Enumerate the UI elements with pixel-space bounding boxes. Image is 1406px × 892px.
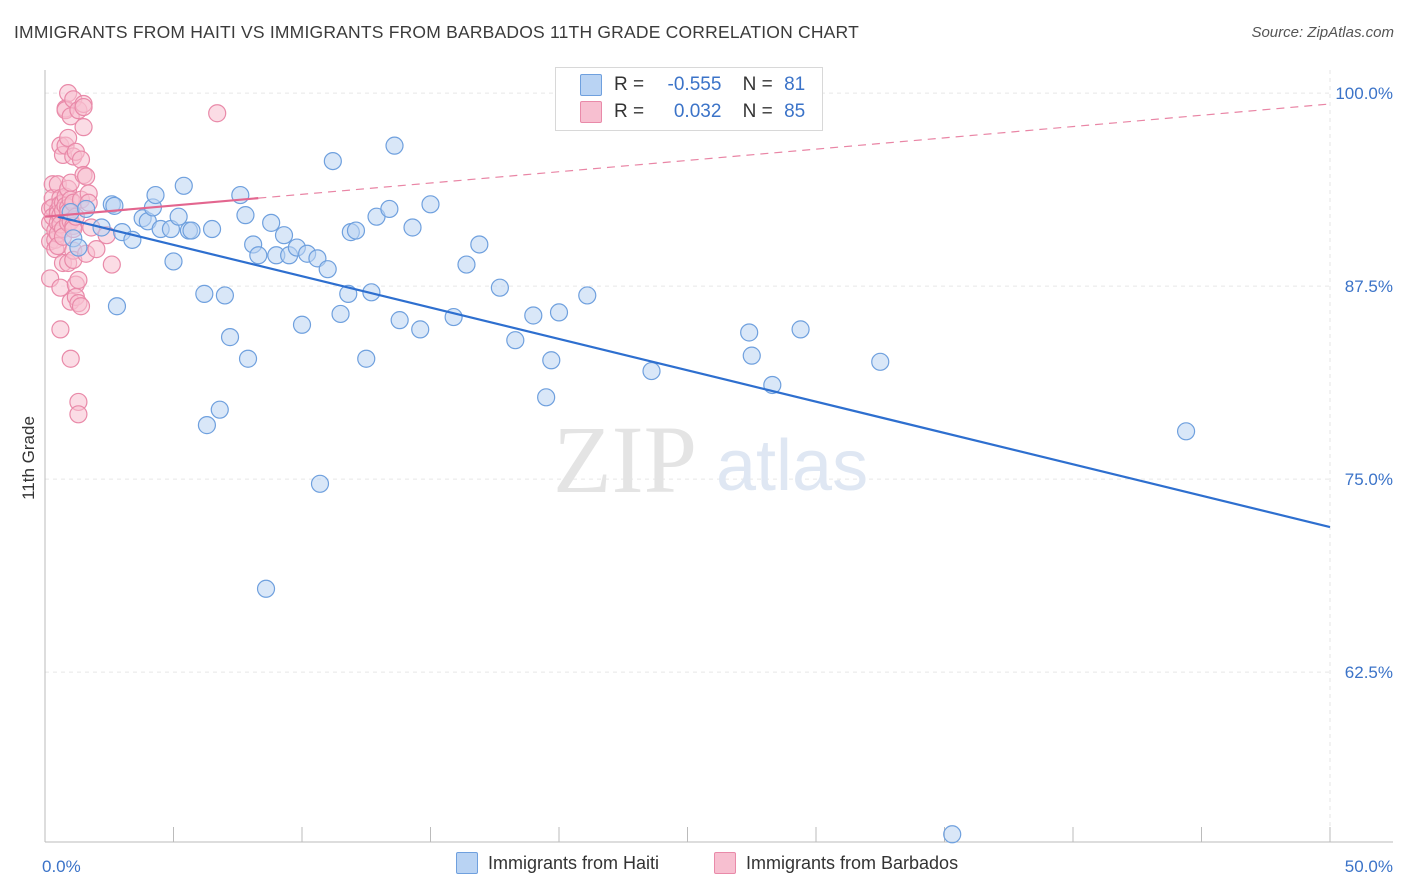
- haiti-point: [506, 331, 525, 350]
- haiti-point: [292, 315, 312, 334]
- haiti-point: [470, 235, 489, 254]
- haiti-r-value: -0.555: [667, 74, 722, 95]
- haiti-point: [537, 388, 556, 407]
- haiti-point: [77, 199, 96, 219]
- haiti-point: [318, 260, 337, 279]
- haiti-point: [403, 218, 422, 237]
- barbados-point: [51, 320, 70, 339]
- haiti-point: [323, 151, 342, 171]
- x-tick-label: 50.0%: [1345, 857, 1393, 876]
- haiti-point: [274, 226, 294, 245]
- haiti-point: [490, 278, 509, 297]
- barbados-r-value: 0.032: [673, 101, 722, 122]
- barbados-point: [71, 150, 91, 169]
- haiti-point: [411, 320, 430, 339]
- haiti-point: [331, 304, 350, 324]
- haiti-point: [169, 207, 188, 226]
- barbados-point: [87, 240, 106, 259]
- barbados-point: [74, 97, 93, 117]
- haiti-point: [69, 238, 88, 257]
- x-tick-label: 0.0%: [42, 857, 81, 876]
- haiti-point: [549, 303, 569, 322]
- haiti-point: [238, 349, 258, 368]
- haiti-point: [578, 286, 597, 305]
- watermark-atlas: atlas: [716, 426, 868, 506]
- haiti-point: [1176, 422, 1196, 441]
- watermark-zip: ZIP: [553, 406, 697, 513]
- barbados-point: [61, 349, 80, 368]
- haiti-point: [195, 284, 214, 303]
- haiti-point: [210, 400, 229, 419]
- haiti-point: [236, 206, 255, 225]
- legend-item-haiti: Immigrants from Haiti: [456, 852, 659, 875]
- haiti-point: [943, 825, 962, 844]
- barbados-series: [41, 84, 227, 424]
- y-tick-label: 62.5%: [1345, 663, 1393, 682]
- haiti-point: [146, 185, 165, 205]
- chart-title: IMMIGRANTS FROM HAITI VS IMMIGRANTS FROM…: [14, 22, 859, 42]
- legend-swatch-haiti: [456, 852, 478, 875]
- stats-legend-barbados: R = 0.032 N = 85: [580, 101, 805, 127]
- watermark: ZIP atlas: [553, 406, 868, 513]
- stats-legend: R = -0.555 N = 81 R = 0.032 N = 85: [555, 67, 823, 131]
- haiti-point: [220, 328, 240, 347]
- haiti-trend-line: [57, 215, 1331, 529]
- y-tick-label: 75.0%: [1345, 470, 1393, 489]
- haiti-point: [310, 474, 330, 493]
- haiti-point: [871, 352, 890, 371]
- source-label: Source: ZipAtlas.com: [1251, 24, 1394, 41]
- haiti-point: [215, 286, 234, 305]
- trend-lines: [44, 103, 1331, 529]
- haiti-point: [542, 351, 561, 370]
- haiti-point: [742, 346, 761, 365]
- haiti-point: [421, 195, 440, 214]
- barbados-point: [77, 167, 96, 186]
- haiti-point: [182, 221, 201, 240]
- haiti-series: [61, 136, 1196, 844]
- haiti-point: [457, 255, 476, 274]
- haiti-point: [174, 176, 193, 195]
- haiti-point: [740, 323, 759, 342]
- haiti-point: [346, 221, 366, 240]
- haiti-point: [390, 311, 409, 330]
- legend-swatch-barbados: [714, 852, 736, 875]
- haiti-point: [357, 349, 376, 368]
- barbados-point: [59, 128, 78, 148]
- tick-labels: 62.5% 75.0% 87.5% 100.0% 0.0% 50.0%: [42, 84, 1393, 876]
- barbados-point: [71, 297, 91, 316]
- barbados-swatch: [580, 101, 602, 123]
- barbados-point: [208, 104, 227, 123]
- barbados-point: [69, 405, 88, 424]
- haiti-point: [164, 252, 183, 271]
- stats-legend-haiti: R = -0.555 N = 81: [580, 74, 805, 100]
- y-tick-label: 87.5%: [1345, 277, 1393, 296]
- barbados-point: [69, 270, 88, 290]
- haiti-point: [791, 320, 810, 339]
- y-tick-label: 100.0%: [1335, 84, 1393, 103]
- barbados-n-value: 85: [784, 101, 806, 122]
- barbados-trend-extension: [258, 103, 1331, 199]
- haiti-point: [642, 361, 661, 381]
- legend-item-barbados: Immigrants from Barbados: [714, 852, 958, 875]
- barbados-trend-line: [44, 197, 259, 218]
- haiti-point: [249, 246, 268, 265]
- barbados-point: [102, 255, 121, 274]
- haiti-swatch: [580, 74, 602, 96]
- haiti-point: [107, 297, 127, 316]
- haiti-n-value: 81: [784, 74, 806, 95]
- haiti-point: [256, 579, 276, 598]
- haiti-point: [385, 136, 404, 155]
- haiti-point: [202, 219, 222, 239]
- haiti-point: [197, 416, 217, 435]
- haiti-point: [380, 199, 399, 219]
- barbados-point: [74, 118, 93, 137]
- haiti-point: [262, 213, 281, 232]
- haiti-point: [524, 306, 543, 325]
- y-axis-label: 11th Grade: [19, 416, 38, 500]
